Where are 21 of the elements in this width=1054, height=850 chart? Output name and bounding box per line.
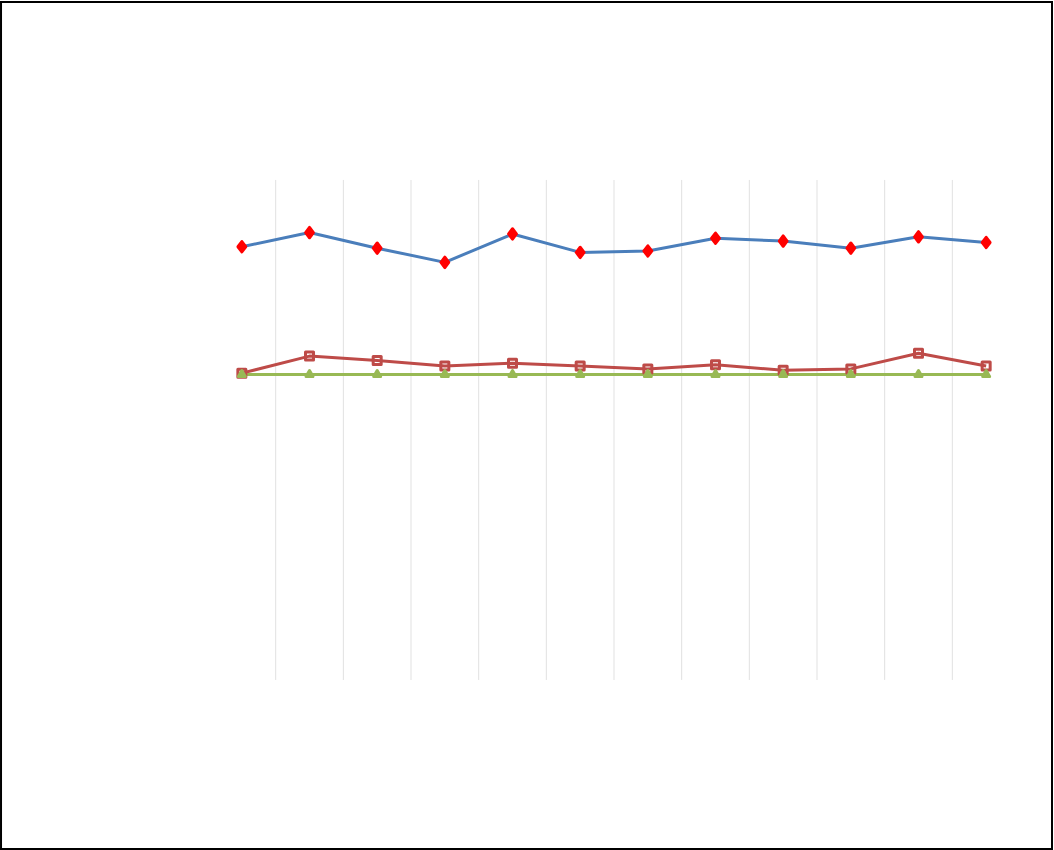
point: [439, 360, 451, 372]
point: [304, 350, 316, 362]
point: [913, 369, 924, 379]
point: [372, 369, 383, 379]
point: [642, 369, 653, 379]
point: [642, 363, 654, 375]
point: [913, 347, 924, 359]
point: [574, 360, 586, 372]
point: [845, 369, 856, 379]
point: [778, 369, 789, 379]
point: [371, 354, 383, 366]
point: [777, 364, 789, 376]
point: [304, 369, 315, 379]
point: [507, 357, 519, 369]
point: [439, 369, 450, 379]
point: [710, 359, 721, 371]
point: [845, 363, 857, 375]
point: [981, 369, 992, 379]
point: [710, 369, 721, 379]
point: [507, 369, 518, 379]
point: [575, 369, 586, 379]
